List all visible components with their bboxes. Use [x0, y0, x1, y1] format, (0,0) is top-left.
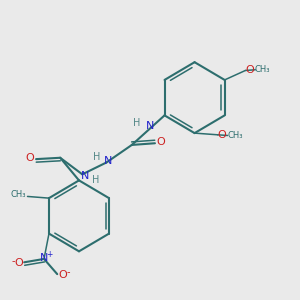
Text: O: O — [26, 153, 34, 163]
Text: O: O — [217, 130, 226, 140]
Text: +: + — [46, 250, 52, 260]
Text: H: H — [93, 152, 100, 162]
Text: CH₃: CH₃ — [255, 65, 270, 74]
Text: N: N — [104, 157, 112, 166]
Text: O: O — [14, 258, 22, 268]
Text: -: - — [66, 267, 70, 278]
Text: -: - — [12, 256, 15, 266]
Text: O: O — [157, 137, 165, 147]
Text: N: N — [146, 121, 154, 131]
Text: CH₃: CH₃ — [227, 131, 243, 140]
Text: O: O — [245, 65, 254, 75]
Text: H: H — [92, 176, 99, 185]
Text: CH₃: CH₃ — [11, 190, 26, 199]
Text: N: N — [80, 171, 89, 181]
Text: O: O — [59, 270, 68, 280]
Text: H: H — [133, 118, 140, 128]
Text: N: N — [40, 253, 48, 263]
